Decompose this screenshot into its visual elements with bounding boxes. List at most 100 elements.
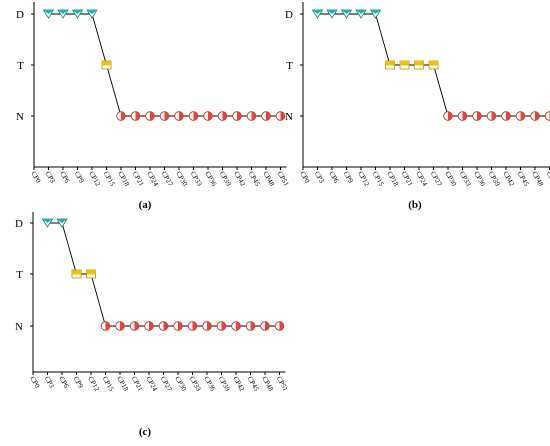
x-tick-label: CP36: [203, 170, 218, 188]
x-tick-label: CP6: [58, 170, 71, 185]
y-tick-label: N: [285, 111, 293, 123]
x-tick-label: CP30: [174, 170, 189, 188]
data-point-n-fill: [222, 111, 227, 121]
data-point-t-fill: [414, 61, 424, 66]
x-tick-label: CP9: [342, 170, 355, 185]
x-tick-label: CP42: [232, 170, 247, 188]
x-tick-label: CP39: [218, 170, 233, 188]
data-point-d-fill: [327, 10, 337, 14]
data-point-n-fill: [208, 111, 213, 121]
y-tick-label: N: [16, 111, 24, 123]
data-point-n-fill: [221, 321, 226, 331]
data-point-n-fill: [179, 111, 184, 121]
x-tick-label: CP18: [116, 170, 131, 188]
data-point-d-fill: [341, 10, 352, 14]
data-point-n-fill: [105, 321, 110, 331]
x-tick-label: CP0: [29, 170, 42, 185]
x-tick-label: CP15: [102, 170, 117, 188]
x-tick-label: CP45: [246, 375, 261, 393]
data-point-n-fill: [506, 111, 511, 121]
x-tick-label: CP39: [217, 375, 232, 393]
x-tick-label: CP45: [516, 170, 531, 188]
x-tick-label: CP30: [443, 170, 458, 188]
data-point-n-fill: [280, 111, 285, 121]
x-tick-label: CP15: [371, 170, 386, 188]
x-tick-label: CP21: [131, 170, 146, 188]
data-point-d-fill: [87, 10, 97, 14]
x-tick-label: CP15: [101, 375, 116, 393]
y-tick-label: D: [15, 218, 23, 230]
data-point-t-fill: [72, 270, 81, 275]
data-point-d-fill: [312, 10, 323, 14]
x-tick-label: CP36: [202, 375, 217, 393]
data-point-n-fill: [279, 321, 284, 331]
data-point-t-fill: [429, 61, 438, 66]
x-tick-label: CP33: [458, 170, 473, 188]
x-tick-label: CP12: [356, 170, 371, 188]
data-point-n-fill: [237, 111, 242, 121]
y-tick-label: D: [285, 9, 293, 21]
series-line: [47, 222, 280, 327]
data-point-n-fill: [250, 321, 255, 331]
data-point-d-fill: [57, 219, 67, 223]
x-tick-label: CP9: [73, 170, 86, 185]
x-tick-label: CP3: [313, 170, 326, 185]
data-point-n-fill: [163, 321, 168, 331]
y-tick-label: T: [17, 60, 24, 72]
data-point-n-fill: [134, 321, 139, 331]
x-tick-label: CP42: [501, 170, 516, 188]
data-point-n-fill: [448, 111, 453, 121]
x-tick-label: CP24: [414, 170, 429, 188]
x-tick-label: CP33: [189, 170, 204, 188]
data-point-n-fill: [120, 321, 125, 331]
x-tick-label: CP9: [72, 375, 85, 390]
x-tick-label: CP6: [57, 375, 70, 390]
data-point-n-fill: [491, 111, 496, 121]
panel-label: (a): [139, 199, 152, 211]
x-tick-label: CP30: [173, 375, 188, 393]
y-tick-label: D: [16, 9, 24, 21]
data-point-n-fill: [121, 111, 126, 121]
x-tick-label: CP12: [86, 375, 101, 393]
x-tick-label: CP51: [545, 170, 550, 188]
x-tick-label: CP27: [429, 170, 444, 188]
x-tick-label: CP3: [43, 375, 56, 390]
x-tick-label: CP33: [188, 375, 203, 393]
data-point-d-fill: [356, 10, 366, 14]
data-point-n-fill: [193, 111, 198, 121]
panel-label: (c): [139, 426, 152, 438]
x-tick-label: CP42: [231, 375, 246, 393]
data-point-n-fill: [251, 111, 256, 121]
x-tick-label: CP0: [298, 170, 311, 185]
x-tick-label: CP0: [28, 375, 41, 390]
x-tick-label: CP18: [115, 375, 130, 393]
x-tick-label: CP27: [160, 170, 175, 188]
x-tick-label: CP48: [260, 375, 275, 393]
data-point-n-fill: [135, 111, 140, 121]
data-point-n: [544, 111, 550, 121]
x-tick-label: CP24: [145, 170, 160, 188]
x-tick-label: CP3: [44, 170, 57, 185]
data-point-d-fill: [58, 10, 68, 14]
x-tick-label: CP27: [159, 375, 174, 393]
series-line: [48, 13, 281, 117]
data-point-d-fill: [43, 10, 54, 14]
data-point-t-fill: [102, 61, 111, 66]
data-point-n-fill: [149, 321, 154, 331]
data-point-n-fill: [236, 321, 241, 331]
data-point-n-fill: [266, 111, 271, 121]
data-point-n-fill: [178, 321, 183, 331]
data-point-d-fill: [370, 10, 381, 14]
data-point-n-fill: [207, 321, 212, 331]
x-tick-label: CP12: [87, 170, 102, 188]
data-point-n-fill: [265, 321, 270, 331]
data-point-n-fill: [462, 111, 467, 121]
data-point-d-fill: [42, 219, 53, 223]
x-tick-label: CP21: [400, 170, 415, 188]
x-tick-label: CP18: [385, 170, 400, 188]
data-point-n-fill: [520, 111, 525, 121]
